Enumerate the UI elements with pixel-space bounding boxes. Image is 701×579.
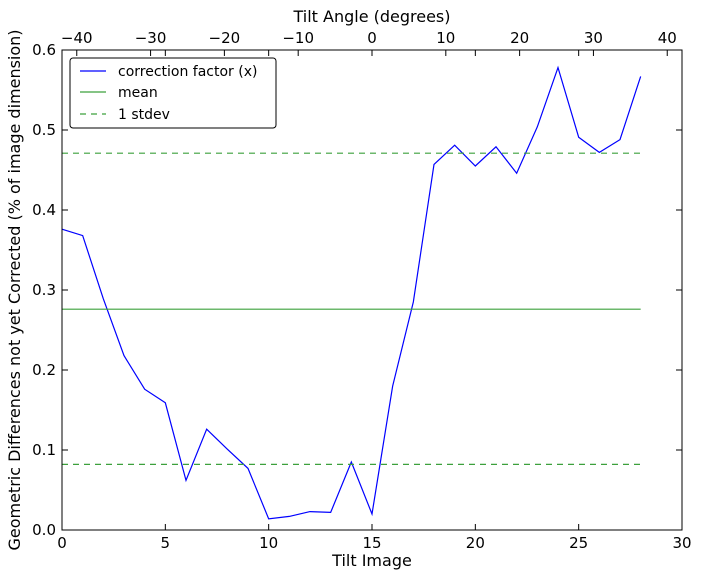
x-tick-label-3: 15 [362, 534, 381, 552]
top-tick-label-4: 0 [367, 29, 377, 47]
legend: correction factor (x) mean 1 stdev [69, 57, 277, 129]
y-axis-label: Geometric Differences not yet Corrected … [5, 29, 24, 550]
y-tick-label-4: 0.4 [32, 201, 56, 219]
x-tick-label-6: 30 [672, 534, 691, 552]
series-line-0 [61, 65, 642, 520]
top-tick-label-2: −20 [209, 29, 241, 47]
series-layer [61, 65, 642, 520]
y-tick-label-5: 0.5 [32, 121, 56, 139]
top-tick-label-5: 10 [436, 29, 455, 47]
legend-label-mean: mean [118, 85, 158, 101]
top-tick-label-8: 40 [658, 29, 677, 47]
legend-box [69, 57, 277, 129]
x-tick-label-4: 20 [466, 534, 485, 552]
x-tick-label-1: 5 [161, 534, 171, 552]
legend-label-stdev: 1 stdev [118, 107, 170, 123]
top-tick-label-6: 20 [510, 29, 529, 47]
x-tick-label-5: 25 [569, 534, 588, 552]
top-tick-label-1: −30 [135, 29, 167, 47]
legend-label-correction: correction factor (x) [118, 64, 257, 80]
top-tick-label-7: 30 [584, 29, 603, 47]
y-tick-label-2: 0.2 [32, 361, 56, 379]
y-tick-label-3: 0.3 [32, 281, 56, 299]
y-tick-label-6: 0.6 [32, 41, 56, 59]
y-tick-label-1: 0.1 [32, 441, 56, 459]
top-tick-label-3: −10 [282, 29, 314, 47]
x-tick-label-2: 10 [259, 534, 278, 552]
top-axis-label: Tilt Angle (degrees) [292, 7, 450, 26]
ticks-layer: 0 5 10 15 20 25 30 0.0 0.1 0.2 0.3 0.4 0.5 0.6 −40 −30 −… [32, 29, 691, 552]
x-axis-label: Tilt Image [331, 551, 412, 570]
x-tick-label-0: 0 [57, 534, 67, 552]
top-tick-label-0: −40 [61, 29, 93, 47]
y-tick-label-0: 0.0 [32, 521, 56, 539]
